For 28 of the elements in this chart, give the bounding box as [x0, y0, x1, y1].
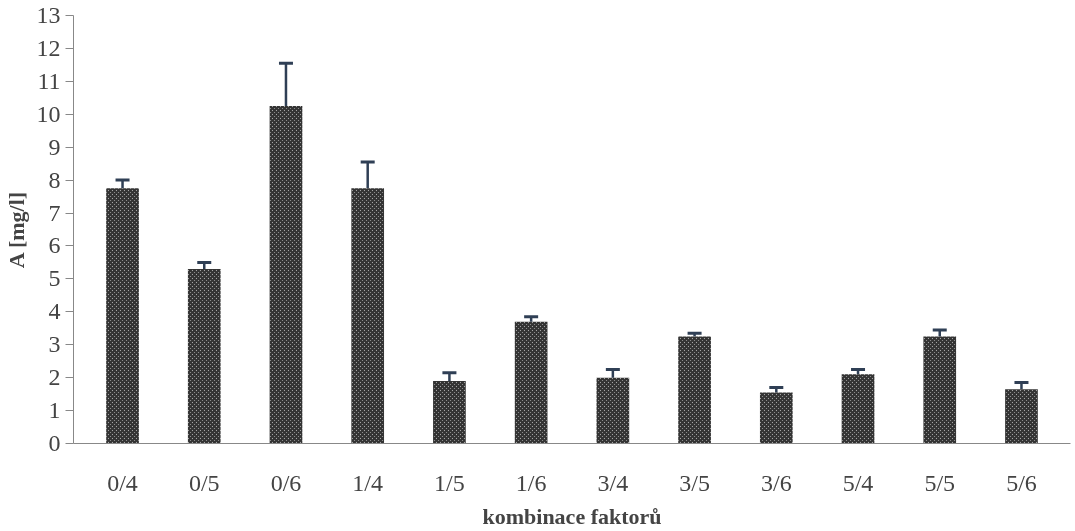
y-tick-label: 3: [48, 331, 61, 358]
x-tick-label: 5/5: [924, 469, 956, 496]
y-axis-title: A [mg/l]: [3, 191, 29, 269]
y-tick-label: 13: [36, 2, 61, 28]
x-tick-label: 5/6: [1006, 469, 1037, 496]
x-tick-label: 3/4: [597, 469, 629, 496]
x-tick-label: 0/6: [270, 469, 302, 496]
x-tick-label: 3/5: [679, 469, 710, 496]
y-tick-label: 7: [48, 199, 61, 226]
y-tick-label: 9: [48, 133, 61, 160]
x-tick-label: 1/5: [434, 469, 465, 496]
x-tick-label: 1/4: [352, 469, 384, 496]
y-tick-label: 5: [48, 265, 61, 292]
y-tick-label: 0: [48, 430, 61, 456]
y-tick-label: 10: [36, 100, 61, 127]
y-tick-label: 11: [37, 67, 61, 94]
x-tick-label: 0/5: [188, 469, 220, 496]
y-tick-label: 2: [48, 364, 61, 391]
y-tick-label: 8: [48, 166, 61, 193]
y-tick-label: 1: [48, 397, 61, 424]
x-tick-label: 1/6: [515, 469, 547, 496]
y-tick-label: 6: [48, 232, 61, 259]
x-tick-label: 3/6: [760, 469, 792, 496]
y-tick-label: 12: [36, 34, 61, 61]
x-tick-label: 5/4: [842, 469, 874, 496]
x-tick-label: 0/4: [107, 469, 138, 496]
x-axis-title: kombinace faktorů: [482, 503, 662, 529]
y-tick-label: 4: [48, 298, 61, 325]
